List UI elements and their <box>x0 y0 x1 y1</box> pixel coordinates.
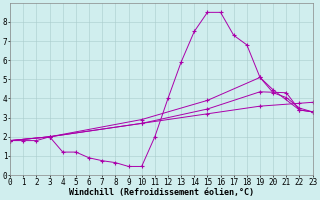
X-axis label: Windchill (Refroidissement éolien,°C): Windchill (Refroidissement éolien,°C) <box>69 188 254 197</box>
